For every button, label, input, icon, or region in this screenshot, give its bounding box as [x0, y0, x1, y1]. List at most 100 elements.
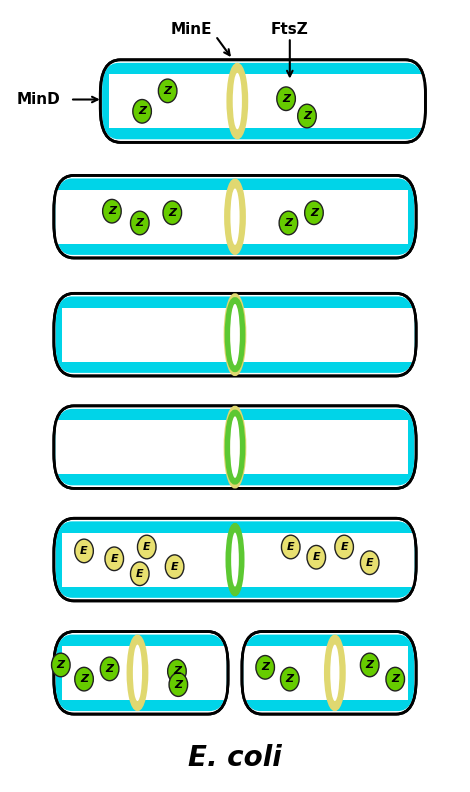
FancyBboxPatch shape [242, 631, 416, 714]
Text: Z: Z [173, 666, 181, 676]
Text: Z: Z [366, 660, 374, 670]
Ellipse shape [281, 668, 299, 691]
FancyBboxPatch shape [54, 406, 416, 489]
Text: E: E [136, 569, 144, 579]
Ellipse shape [129, 637, 146, 709]
Ellipse shape [75, 539, 94, 563]
Ellipse shape [227, 525, 243, 594]
Text: E: E [366, 558, 374, 568]
Ellipse shape [52, 653, 70, 676]
Text: Z: Z [174, 680, 182, 690]
Bar [235, 532, 415, 587]
Text: Z: Z [303, 111, 311, 121]
Bar [263, 74, 423, 128]
Bar [63, 307, 235, 362]
FancyBboxPatch shape [54, 293, 416, 376]
Ellipse shape [326, 637, 344, 709]
Ellipse shape [233, 73, 242, 129]
Text: Z: Z [80, 674, 88, 684]
Text: Z: Z [106, 664, 114, 674]
Ellipse shape [279, 211, 298, 234]
Text: FtsZ: FtsZ [271, 22, 309, 37]
Text: E: E [340, 542, 348, 552]
FancyBboxPatch shape [54, 631, 228, 714]
Bar [141, 645, 226, 700]
Bar [244, 645, 329, 700]
FancyBboxPatch shape [54, 175, 416, 258]
Ellipse shape [131, 211, 149, 234]
Ellipse shape [298, 105, 316, 128]
Bar [235, 307, 415, 362]
Bar [235, 420, 407, 474]
Text: E: E [287, 542, 295, 552]
Ellipse shape [335, 535, 353, 559]
Text: Z: Z [261, 662, 269, 672]
Bar [329, 645, 407, 700]
Ellipse shape [137, 535, 156, 559]
Text: Z: Z [282, 93, 290, 104]
Ellipse shape [386, 668, 405, 691]
Ellipse shape [305, 201, 323, 225]
Text: E: E [143, 542, 150, 552]
Text: Z: Z [168, 208, 176, 218]
Ellipse shape [100, 657, 119, 680]
Text: E: E [313, 552, 320, 562]
Ellipse shape [168, 660, 186, 683]
Ellipse shape [102, 200, 121, 223]
Text: MinE: MinE [170, 22, 212, 37]
Ellipse shape [230, 304, 240, 365]
FancyBboxPatch shape [55, 178, 415, 255]
FancyBboxPatch shape [100, 59, 425, 143]
Ellipse shape [277, 87, 295, 111]
Ellipse shape [165, 555, 184, 578]
Text: E: E [110, 554, 118, 564]
Text: Z: Z [284, 218, 292, 228]
FancyBboxPatch shape [55, 296, 415, 373]
Text: Z: Z [136, 218, 144, 228]
Ellipse shape [360, 653, 379, 676]
Ellipse shape [105, 547, 124, 570]
Ellipse shape [133, 100, 151, 123]
FancyBboxPatch shape [55, 409, 415, 485]
FancyBboxPatch shape [244, 634, 415, 711]
Ellipse shape [75, 668, 94, 691]
Bar [63, 532, 235, 587]
Ellipse shape [330, 645, 339, 701]
FancyBboxPatch shape [54, 518, 416, 601]
Bar [63, 645, 141, 700]
Ellipse shape [282, 535, 300, 559]
Ellipse shape [256, 656, 274, 679]
Ellipse shape [226, 295, 244, 374]
Ellipse shape [230, 417, 240, 478]
Text: Z: Z [391, 674, 400, 684]
Ellipse shape [226, 181, 244, 253]
FancyBboxPatch shape [102, 63, 423, 139]
FancyBboxPatch shape [55, 634, 226, 711]
Ellipse shape [231, 532, 239, 587]
Text: Z: Z [57, 660, 65, 670]
Ellipse shape [131, 562, 149, 585]
Text: MinD: MinD [17, 92, 61, 107]
Ellipse shape [307, 546, 326, 569]
Ellipse shape [133, 645, 142, 701]
Text: E: E [171, 562, 179, 572]
Text: Z: Z [310, 208, 318, 218]
Ellipse shape [158, 79, 177, 103]
FancyBboxPatch shape [55, 521, 415, 598]
Bar [55, 420, 235, 474]
Bar [109, 74, 263, 128]
Ellipse shape [360, 551, 379, 574]
Text: Z: Z [138, 106, 146, 116]
Text: Z: Z [286, 674, 294, 684]
Ellipse shape [226, 408, 244, 486]
Text: Z: Z [108, 206, 116, 216]
Ellipse shape [230, 188, 240, 245]
Text: E: E [80, 546, 88, 556]
Bar [55, 190, 235, 244]
Ellipse shape [163, 201, 181, 225]
Text: Z: Z [164, 86, 172, 96]
Ellipse shape [169, 673, 188, 696]
Ellipse shape [228, 65, 246, 137]
Text: E. coli: E. coli [188, 744, 282, 771]
Bar [235, 190, 407, 244]
